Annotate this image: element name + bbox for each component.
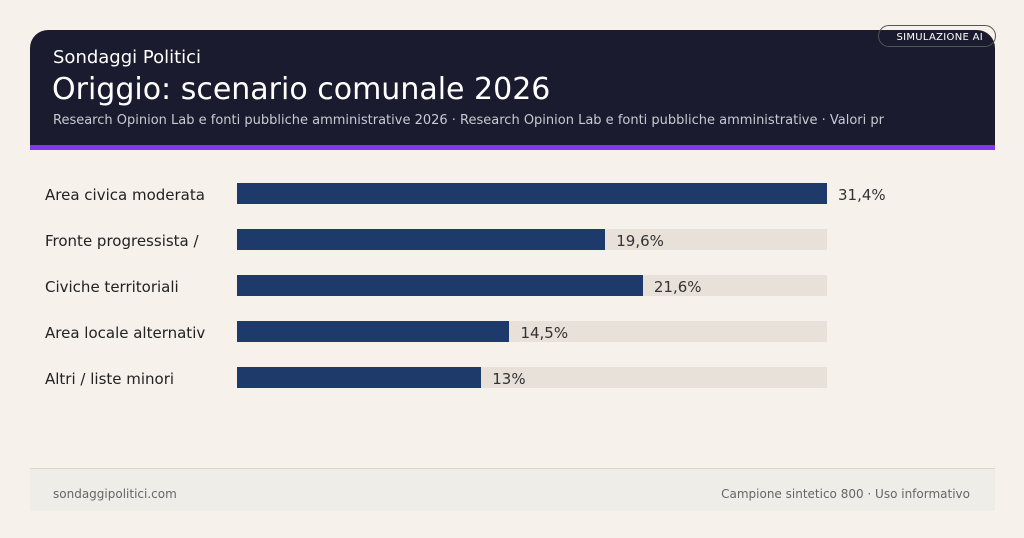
header: Sondaggi Politici Origgio: scenario comu… xyxy=(30,30,995,145)
footer-note: Campione sintetico 800 · Uso informativo xyxy=(721,487,970,501)
bar-track xyxy=(237,229,827,250)
bar-track xyxy=(237,321,827,342)
page-title: Origgio: scenario comunale 2026 xyxy=(52,72,551,107)
bar xyxy=(237,229,606,250)
bar xyxy=(237,321,510,342)
value-label: 31,4% xyxy=(838,186,886,204)
category-label: Civiche territoriali xyxy=(45,278,179,296)
subtitle: Research Opinion Lab e fonti pubbliche a… xyxy=(53,113,884,128)
footer: sondaggipolitici.com Campione sintetico … xyxy=(30,468,995,511)
bar-track xyxy=(237,367,827,388)
accent-bar xyxy=(30,145,995,150)
value-label: 21,6% xyxy=(653,278,702,296)
footer-site: sondaggipolitici.com xyxy=(53,487,177,501)
simulation-badge: SIMULAZIONE AI xyxy=(878,25,996,47)
value-label: 19,6% xyxy=(616,232,664,250)
bar-track xyxy=(237,275,827,296)
brand: Sondaggi Politici xyxy=(53,47,202,68)
category-label: Area locale alternativ xyxy=(45,324,206,342)
bar xyxy=(237,275,643,296)
category-label: Area civica moderata xyxy=(45,186,205,204)
bar xyxy=(237,183,827,204)
bar-track xyxy=(237,183,827,204)
value-label: 13% xyxy=(492,370,526,388)
value-label: 14,5% xyxy=(520,324,569,342)
category-label: Altri / liste minori xyxy=(45,370,175,388)
bar xyxy=(237,367,482,388)
category-label: Fronte progressista / xyxy=(45,232,199,250)
